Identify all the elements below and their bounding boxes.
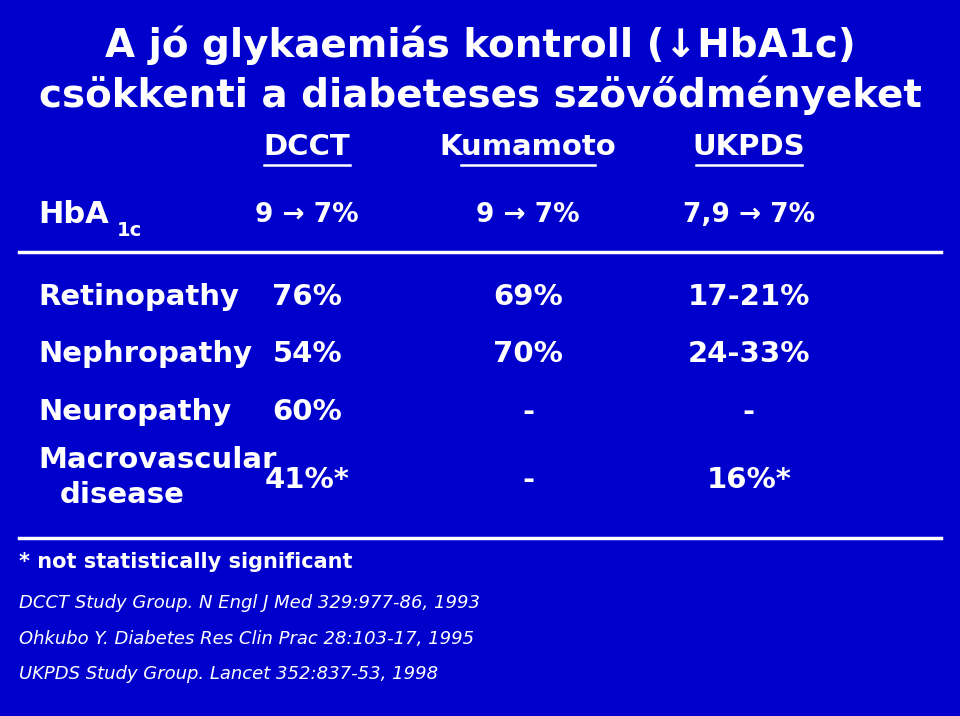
Text: 76%: 76% [273,283,342,311]
Text: -: - [522,465,534,494]
Text: 41%*: 41%* [265,465,349,494]
Text: Retinopathy: Retinopathy [38,283,239,311]
Text: HbA: HbA [38,200,109,229]
Text: 16%*: 16%* [707,465,791,494]
Text: Macrovascular: Macrovascular [38,445,276,474]
Text: 24-33%: 24-33% [687,340,810,369]
Text: Ohkubo Y. Diabetes Res Clin Prac 28:103-17, 1995: Ohkubo Y. Diabetes Res Clin Prac 28:103-… [19,629,474,648]
Text: 69%: 69% [493,283,563,311]
Text: Kumamoto: Kumamoto [440,133,616,161]
Text: A jó glykaemiás kontroll (↓HbA1c): A jó glykaemiás kontroll (↓HbA1c) [105,25,855,64]
Text: 1c: 1c [117,221,142,240]
Text: disease: disease [60,481,184,510]
Text: 54%: 54% [273,340,342,369]
Text: * not statistically significant: * not statistically significant [19,552,352,572]
Text: 9 → 7%: 9 → 7% [255,202,359,228]
Text: DCCT Study Group. N Engl J Med 329:977-86, 1993: DCCT Study Group. N Engl J Med 329:977-8… [19,594,480,612]
Text: UKPDS Study Group. Lancet 352:837-53, 1998: UKPDS Study Group. Lancet 352:837-53, 19… [19,665,439,684]
Text: DCCT: DCCT [264,133,350,161]
Text: Neuropathy: Neuropathy [38,397,231,426]
Text: csökkenti a diabeteses szövődményeket: csökkenti a diabeteses szövődményeket [38,75,922,115]
Text: 17-21%: 17-21% [687,283,810,311]
Text: 9 → 7%: 9 → 7% [476,202,580,228]
Text: 70%: 70% [493,340,563,369]
Text: UKPDS: UKPDS [692,133,805,161]
Text: 7,9 → 7%: 7,9 → 7% [683,202,815,228]
Text: 60%: 60% [273,397,342,426]
Text: -: - [522,397,534,426]
Text: -: - [743,397,755,426]
Text: Nephropathy: Nephropathy [38,340,252,369]
